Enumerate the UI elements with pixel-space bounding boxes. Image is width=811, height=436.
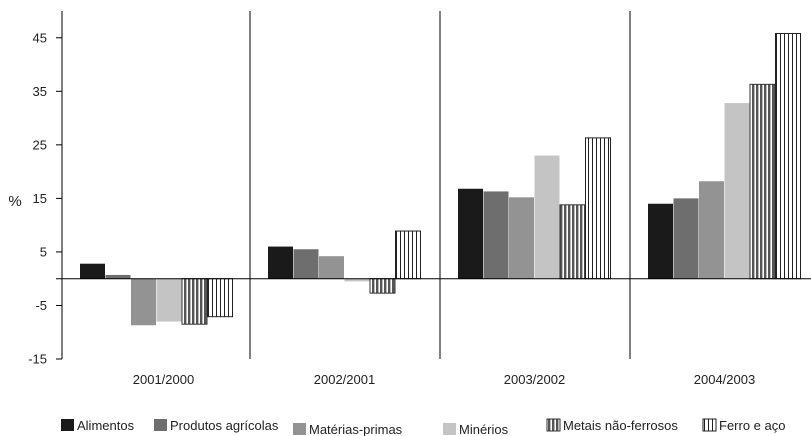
legend-swatch bbox=[61, 419, 74, 431]
bar-1-3 bbox=[673, 198, 699, 279]
y-tick-label: 5 bbox=[40, 244, 47, 259]
legend-label: Metais não-ferrosos bbox=[563, 418, 678, 433]
bar-5-0 bbox=[207, 278, 233, 318]
legend-label: Alimentos bbox=[77, 418, 135, 433]
bar-2-3 bbox=[699, 181, 724, 279]
bar-3-0 bbox=[156, 278, 182, 322]
bar-0-3 bbox=[648, 203, 673, 279]
category-label: 2004/2003 bbox=[694, 372, 755, 387]
legend: Alimentos Produtos agrícolas Matérias-prim… bbox=[61, 418, 785, 436]
axes bbox=[56, 11, 811, 359]
y-axis-label: % bbox=[8, 193, 21, 210]
bar-4-1 bbox=[369, 278, 396, 294]
legend-label: Ferro e aço bbox=[719, 418, 785, 433]
y-tick-label: 25 bbox=[33, 137, 47, 152]
bar-1-1 bbox=[293, 249, 319, 279]
bar-1-2 bbox=[483, 191, 509, 279]
y-tick-label: -5 bbox=[35, 298, 47, 313]
legend-label: Matérias-primas bbox=[309, 422, 403, 436]
y-tick-label: 35 bbox=[33, 84, 47, 99]
bar-5-2 bbox=[585, 137, 611, 280]
category-labels: 2001/2000 2002/2001 2003/2002 2004/2003 bbox=[133, 372, 755, 387]
bar-5-3 bbox=[775, 32, 801, 280]
bar-3-1 bbox=[344, 278, 370, 282]
bar-0-2 bbox=[458, 188, 483, 279]
bar-4-0 bbox=[181, 278, 208, 325]
bar-2-2 bbox=[509, 197, 534, 279]
bar-1-0 bbox=[105, 274, 131, 279]
bar-3-3 bbox=[724, 103, 750, 279]
bar-3-2 bbox=[534, 155, 560, 279]
bar-5-1 bbox=[395, 230, 421, 280]
legend-swatch bbox=[443, 423, 456, 435]
category-label: 2001/2000 bbox=[133, 372, 194, 387]
legend-swatch bbox=[546, 418, 561, 432]
bar-0-0 bbox=[80, 263, 105, 279]
bar-4-3 bbox=[749, 83, 776, 280]
legend-swatch bbox=[702, 418, 717, 432]
bars bbox=[80, 32, 801, 326]
category-label: 2003/2002 bbox=[504, 372, 565, 387]
category-separators bbox=[249, 11, 631, 359]
y-ticks: 45 35 25 15 5 -5 -15 bbox=[28, 30, 62, 367]
category-label: 2002/2001 bbox=[314, 372, 375, 387]
legend-label: Minérios bbox=[459, 422, 509, 436]
legend-swatch bbox=[154, 419, 167, 431]
y-tick-label: 45 bbox=[33, 30, 47, 45]
legend-label: Produtos agrícolas bbox=[170, 418, 279, 433]
bar-2-0 bbox=[131, 278, 156, 326]
y-tick-label: -15 bbox=[28, 352, 47, 367]
legend-swatch bbox=[293, 423, 306, 435]
bar-2-1 bbox=[319, 256, 344, 279]
y-tick-label: 15 bbox=[33, 191, 47, 206]
bar-4-2 bbox=[559, 204, 586, 280]
bar-0-1 bbox=[268, 246, 293, 279]
